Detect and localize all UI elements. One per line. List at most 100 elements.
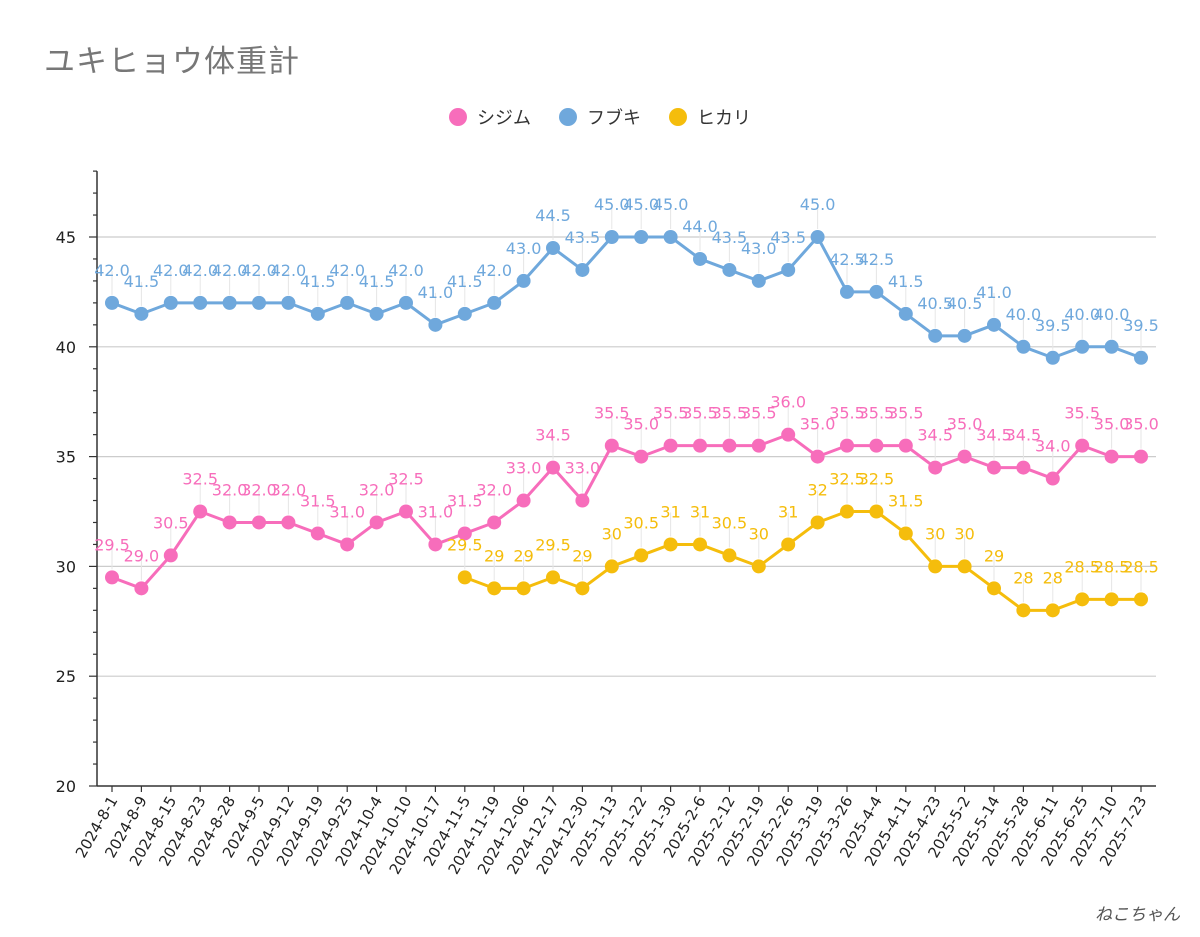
- legend-item-shijimu[interactable]: シジム: [449, 104, 531, 130]
- data-point: [1134, 350, 1148, 365]
- data-label: 35.5: [594, 404, 630, 423]
- data-point: [663, 537, 678, 552]
- data-point: [1016, 460, 1031, 475]
- data-label: 35.5: [682, 404, 718, 423]
- data-point: [575, 581, 590, 596]
- data-label: 33.0: [565, 459, 601, 478]
- data-label: 42.0: [212, 261, 248, 280]
- chart-title: ユキヒョウ体重計: [44, 44, 300, 80]
- data-point: [928, 460, 943, 475]
- data-point: [340, 537, 355, 552]
- data-label: 30: [954, 524, 974, 543]
- data-label: 35.0: [1094, 415, 1130, 434]
- data-point: [1075, 438, 1090, 453]
- legend-item-fubuki[interactable]: フブキ: [559, 104, 641, 130]
- data-point: [193, 504, 208, 519]
- data-point: [516, 581, 531, 596]
- data-label: 40.5: [917, 294, 953, 313]
- data-label: 28.5: [1123, 557, 1159, 576]
- y-tick-label: 20: [56, 777, 76, 796]
- data-label: 29: [484, 546, 504, 565]
- data-label: 30: [749, 524, 769, 543]
- legend-label-fubuki: フブキ: [587, 108, 641, 129]
- data-label: 31.0: [329, 502, 365, 521]
- data-point: [722, 262, 737, 277]
- data-point: [399, 504, 413, 519]
- data-label: 40.5: [947, 294, 983, 313]
- data-point: [369, 306, 384, 321]
- data-point: [869, 284, 884, 299]
- data-point: [840, 504, 854, 519]
- data-label: 28: [1043, 568, 1063, 587]
- data-point: [105, 570, 119, 585]
- y-tick-label: 25: [56, 667, 76, 686]
- data-label: 42.0: [329, 261, 365, 280]
- data-label: 29: [984, 546, 1004, 565]
- data-label: 42.0: [153, 261, 189, 280]
- data-point: [1134, 592, 1148, 607]
- data-point: [575, 262, 590, 277]
- data-point: [898, 526, 913, 541]
- data-point: [840, 438, 854, 453]
- data-point: [869, 438, 884, 453]
- data-label: 34.0: [1035, 437, 1071, 456]
- data-label: 28.5: [1094, 557, 1130, 576]
- data-label: 40.0: [1006, 305, 1042, 324]
- data-point: [928, 328, 943, 343]
- data-point: [663, 230, 678, 244]
- data-label: 31.5: [888, 491, 924, 510]
- legend-label-shijimu: シジム: [477, 108, 531, 129]
- series-line: [463, 510, 1143, 612]
- legend-item-hikari[interactable]: ヒカリ: [669, 104, 751, 130]
- data-point: [163, 295, 178, 310]
- data-point: [722, 438, 737, 453]
- data-label: 41.5: [124, 272, 160, 291]
- data-label: 41.5: [888, 272, 924, 291]
- data-label: 32.5: [388, 470, 424, 489]
- data-label: 31: [778, 502, 798, 521]
- data-point: [252, 515, 266, 530]
- data-label: 43.0: [741, 239, 777, 258]
- data-label: 30.5: [153, 513, 189, 532]
- data-point: [957, 328, 972, 343]
- data-point: [1134, 449, 1148, 464]
- data-label: 32.5: [182, 470, 218, 489]
- data-point: [781, 427, 796, 442]
- legend: シジム フブキ ヒカリ: [0, 102, 1200, 132]
- data-label: 30.5: [623, 513, 659, 532]
- data-label: 43.0: [506, 239, 542, 258]
- data-label: 34.5: [917, 426, 953, 445]
- data-point: [134, 306, 149, 321]
- data-point: [810, 230, 825, 244]
- data-point: [252, 295, 266, 310]
- data-label: 41.0: [976, 283, 1012, 302]
- data-point: [781, 262, 796, 277]
- data-point: [604, 230, 619, 244]
- data-point: [722, 548, 737, 563]
- data-label: 33.0: [506, 459, 542, 478]
- data-point: [399, 295, 413, 310]
- data-point: [1016, 339, 1031, 354]
- data-point: [487, 295, 502, 310]
- data-label: 45.0: [594, 195, 630, 214]
- data-label: 29.5: [535, 535, 571, 554]
- data-point: [222, 515, 237, 530]
- y-tick-label: 45: [56, 228, 76, 247]
- data-label: 31.5: [300, 491, 336, 510]
- data-label: 32.0: [271, 480, 307, 499]
- data-label: 29.0: [124, 546, 160, 565]
- data-label: 28: [1013, 568, 1033, 587]
- data-label: 41.5: [359, 272, 395, 291]
- data-point: [1075, 339, 1090, 354]
- data-label: 32.0: [212, 480, 248, 499]
- data-point: [810, 515, 825, 530]
- data-label: 35.5: [653, 404, 689, 423]
- data-label: 29.5: [94, 535, 130, 554]
- data-point: [751, 273, 766, 288]
- data-label: 32.5: [829, 470, 865, 489]
- data-point: [134, 581, 149, 596]
- data-point: [546, 460, 560, 475]
- data-label: 44.5: [535, 206, 571, 225]
- data-label: 42.0: [241, 261, 277, 280]
- data-label: 29: [513, 546, 533, 565]
